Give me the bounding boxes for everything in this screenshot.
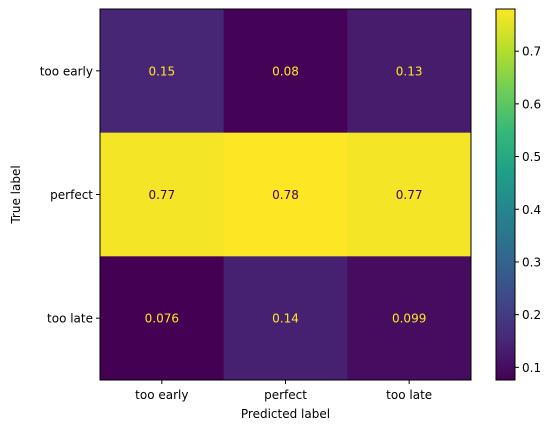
x-tick-label: too late [386,388,432,402]
x-axis-ticks: too early perfect too late [135,380,432,402]
heatmap-cell [347,256,472,381]
cell-value-label: 0.77 [148,188,175,202]
colorbar [496,9,515,380]
y-tick-label: too late [47,312,93,326]
heatmap-cell [223,9,348,134]
heatmap-cell [100,9,225,134]
cell-value-label: 0.08 [272,64,299,78]
colorbar-tick-label: 0.6 [522,97,541,111]
heatmap-cell [347,132,472,257]
colorbar-ticks: 0.1 0.2 0.3 0.4 0.5 0.6 0.7 [515,45,541,375]
cell-value-label: 0.78 [272,188,299,202]
cell-value-label: 0.13 [396,64,423,78]
cell-value-label: 0.77 [396,188,423,202]
colorbar-tick-label: 0.5 [522,150,541,164]
x-tick-label: too early [135,388,188,402]
colorbar-frame [495,8,516,381]
cell-value-label: 0.15 [148,64,175,78]
y-tick-label: perfect [50,188,93,202]
x-axis-label: Predicted label [241,407,330,421]
heatmap-cell [223,256,348,381]
colorbar-tick-label: 0.1 [522,361,541,375]
heatmap-cell [100,132,225,257]
colorbar-tick-label: 0.2 [522,308,541,322]
cell-value-label: 0.14 [272,312,299,326]
heatmap-cell [347,9,472,134]
y-tick-label: too early [40,64,93,78]
heatmap-cell-labels: 0.15 0.08 0.13 0.77 0.78 0.77 0.076 0.14 0.099 [145,64,427,325]
colorbar-tick-label: 0.3 [522,255,541,269]
y-axis-ticks: too early perfect too late [40,64,100,326]
x-tick-label: perfect [264,388,307,402]
colorbar-tick-label: 0.4 [522,203,541,217]
cell-value-label: 0.099 [392,312,426,326]
cell-value-label: 0.076 [145,312,179,326]
colorbar-tick-label: 0.7 [522,45,541,59]
y-axis-label: True label [9,165,23,224]
heatmap-cell [100,256,225,381]
heatmap-cells [100,9,472,381]
heatmap-cell [223,132,348,257]
